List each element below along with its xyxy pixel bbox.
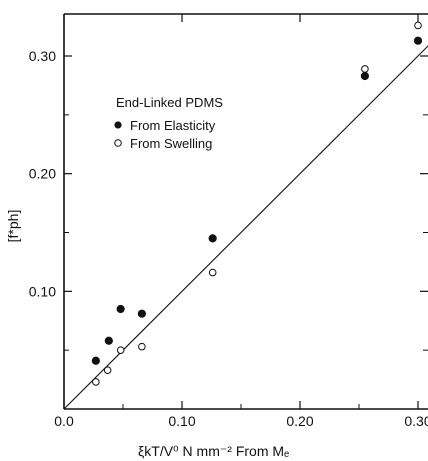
- legend-marker-swelling: [114, 139, 122, 147]
- y-axis-label: [f*ph]: [5, 210, 21, 243]
- swelling-point: [208, 268, 217, 277]
- elasticity-point: [208, 234, 217, 243]
- fit-line-group: [63, 45, 428, 410]
- x-axis-ticks: 0.0 0.10 0.20 0.30: [54, 14, 428, 429]
- x-tick-label: 0.0: [54, 413, 74, 429]
- data-points: [91, 21, 423, 386]
- x-tick-label: 0.20: [286, 413, 313, 429]
- y-tick-label: 0.30: [29, 48, 56, 64]
- elasticity-point: [91, 356, 100, 365]
- fit-line: [63, 45, 428, 410]
- swelling-point: [414, 21, 422, 30]
- legend: End-Linked PDMS From Elasticity From Swe…: [114, 95, 223, 151]
- legend-marker-elasticity: [114, 121, 122, 129]
- legend-entry-elasticity: From Elasticity: [130, 118, 216, 133]
- elasticity-point: [360, 71, 369, 81]
- x-tick-label: 0.30: [404, 413, 428, 429]
- legend-entry-swelling: From Swelling: [130, 136, 212, 151]
- legend-title: End-Linked PDMS: [116, 95, 223, 110]
- elasticity-point: [413, 36, 423, 45]
- x-tick-label: 0.10: [168, 413, 195, 429]
- y-axis-ticks: 0.10 0.20 0.30: [29, 48, 428, 351]
- plot-frame: [63, 13, 428, 410]
- swelling-point: [103, 366, 112, 374]
- y-tick-label: 0.20: [29, 166, 56, 182]
- swelling-point: [92, 378, 100, 386]
- swelling-point: [138, 342, 146, 351]
- swelling-point: [116, 346, 125, 354]
- swelling-point: [361, 65, 369, 73]
- elasticity-point: [104, 336, 113, 345]
- elasticity-point: [116, 304, 125, 314]
- elasticity-point: [137, 309, 146, 318]
- y-tick-label: 0.10: [29, 283, 56, 299]
- x-axis-label: ξkT/V⁰ N mm⁻² From Mₑ: [138, 443, 289, 459]
